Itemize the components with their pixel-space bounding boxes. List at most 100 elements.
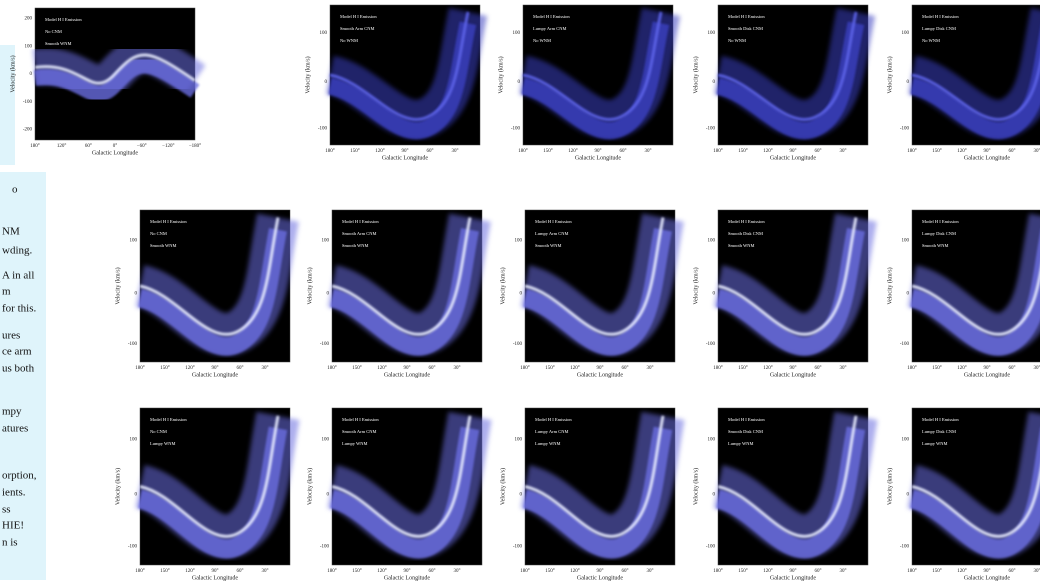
- panel-label: Smooth WNM: [45, 41, 72, 46]
- y-tick-label: -100: [513, 544, 523, 549]
- y-axis-label: Velocity (km/s): [499, 267, 506, 304]
- x-axis-label: Galactic Longitude: [770, 155, 816, 161]
- x-axis-label: Galactic Longitude: [577, 372, 623, 378]
- panel-label: Smooth Disk CNM: [728, 429, 763, 434]
- x-tick-label: 180°: [520, 366, 530, 371]
- x-tick-label: 90°: [595, 149, 602, 154]
- panel-label: Lumpy WNM: [922, 441, 948, 446]
- x-tick-label: 180°: [135, 366, 145, 371]
- panel-label: Model H I Emission: [728, 219, 765, 224]
- x-tick-label: 150°: [932, 569, 942, 574]
- note-text: NM: [2, 226, 20, 238]
- y-tick-label: -200: [23, 128, 33, 133]
- panel-label: Lumpy WNM: [728, 441, 754, 446]
- y-tick-label: -100: [900, 342, 910, 347]
- x-tick-label: 120°: [375, 149, 385, 154]
- y-tick-label: 100: [130, 239, 138, 244]
- x-tick-label: 180°: [907, 366, 917, 371]
- y-tick-label: 100: [322, 239, 330, 244]
- note-text: atures: [2, 423, 28, 435]
- x-tick-label: 150°: [738, 366, 748, 371]
- y-tick-label: 100: [515, 438, 523, 443]
- y-axis-label: Velocity (km/s): [692, 267, 699, 304]
- panel-label: No CNM: [150, 429, 167, 434]
- y-axis-label: Velocity (km/s): [886, 267, 893, 304]
- note-text: us both: [2, 363, 35, 375]
- x-tick-label: 120°: [570, 569, 580, 574]
- y-axis-label: Velocity (km/s): [499, 468, 506, 505]
- y-tick-label: 0: [520, 492, 523, 497]
- panel-label: Smooth Arm CNM: [342, 231, 377, 236]
- x-tick-label: 120°: [185, 569, 195, 574]
- x-tick-label: 180°: [907, 569, 917, 574]
- y-axis-label: Velocity (km/s): [886, 468, 893, 505]
- x-axis-label: Galactic Longitude: [92, 150, 138, 156]
- y-axis-label: Velocity (km/s): [114, 468, 121, 505]
- note-text: ients.: [2, 487, 26, 499]
- y-axis-label: Velocity (km/s): [304, 56, 311, 93]
- panel-label: Model H I Emission: [535, 219, 572, 224]
- y-tick-label: 0: [520, 292, 523, 297]
- panel-label: Smooth WNM: [150, 243, 177, 248]
- x-tick-label: 30°: [1034, 569, 1040, 574]
- x-tick-label: 0°: [113, 144, 118, 149]
- note-text: mpy: [2, 406, 22, 418]
- x-tick-label: 60°: [85, 144, 92, 149]
- x-tick-label: 90°: [404, 366, 411, 371]
- x-axis-label: Galactic Longitude: [382, 155, 428, 161]
- panel: Model H I EmissionSmooth Arm CNMLumpy WN…: [306, 408, 482, 581]
- x-tick-label: 180°: [518, 149, 528, 154]
- panel-label: Model H I Emission: [922, 14, 959, 19]
- y-tick-label: -100: [706, 544, 716, 549]
- y-tick-label: 0: [713, 80, 716, 85]
- panel-label: Smooth Arm CNM: [340, 26, 375, 31]
- x-tick-label: 120°: [377, 366, 387, 371]
- panel-label: Smooth Arm CNM: [342, 429, 377, 434]
- y-tick-label: -100: [23, 100, 33, 105]
- y-tick-label: 0: [713, 492, 716, 497]
- x-tick-label: 30°: [645, 149, 652, 154]
- panel-label: Model H I Emission: [535, 417, 572, 422]
- y-tick-label: 0: [135, 292, 138, 297]
- note-text: wding.: [2, 245, 33, 257]
- note-text: ures: [2, 330, 20, 342]
- panel-label: Lumpy Disk CNM: [922, 231, 956, 236]
- x-tick-label: −120°: [162, 144, 174, 149]
- x-tick-label: 150°: [160, 569, 170, 574]
- x-tick-label: 150°: [738, 569, 748, 574]
- x-tick-label: −180°: [189, 144, 201, 149]
- x-tick-label: 150°: [160, 366, 170, 371]
- x-tick-label: 120°: [185, 366, 195, 371]
- panel-label: Model H I Emission: [533, 14, 570, 19]
- panel-label: No CNM: [45, 29, 62, 34]
- x-tick-label: 30°: [452, 149, 459, 154]
- panel: Model H I Emission Smooth Disk CNM Lumpy W…: [692, 408, 868, 581]
- x-tick-label: 180°: [325, 149, 335, 154]
- x-tick-label: 90°: [212, 569, 219, 574]
- x-tick-label: 120°: [763, 569, 773, 574]
- x-tick-label: 150°: [545, 366, 555, 371]
- x-axis-label: Galactic Longitude: [770, 575, 816, 581]
- panel-label: Model H I Emission: [728, 417, 765, 422]
- x-tick-label: 30°: [840, 569, 847, 574]
- x-tick-label: 60°: [815, 149, 822, 154]
- x-tick-label: 180°: [327, 569, 337, 574]
- x-axis-label: Galactic Longitude: [770, 372, 816, 378]
- panel-label: Lumpy WNM: [535, 441, 561, 446]
- x-tick-label: 90°: [984, 149, 991, 154]
- panel: Model H I EmissionNo CNMSmooth WNM200100…: [9, 8, 201, 156]
- panel-label: Lumpy Arm CNM: [535, 231, 569, 236]
- y-tick-label: 100: [322, 438, 330, 443]
- x-tick-label: 90°: [597, 569, 604, 574]
- panel-label: Smooth WNM: [535, 243, 562, 248]
- x-axis-label: Galactic Longitude: [192, 575, 238, 581]
- note-text: n is: [2, 537, 18, 549]
- panel-label: Model H I Emission: [342, 417, 379, 422]
- y-tick-label: -100: [511, 126, 521, 131]
- x-tick-label: 90°: [984, 366, 991, 371]
- y-tick-label: 0: [907, 292, 910, 297]
- panel-label: Smooth WNM: [342, 243, 369, 248]
- x-axis-label: Galactic Longitude: [384, 372, 430, 378]
- y-axis-label: Velocity (km/s): [9, 55, 16, 92]
